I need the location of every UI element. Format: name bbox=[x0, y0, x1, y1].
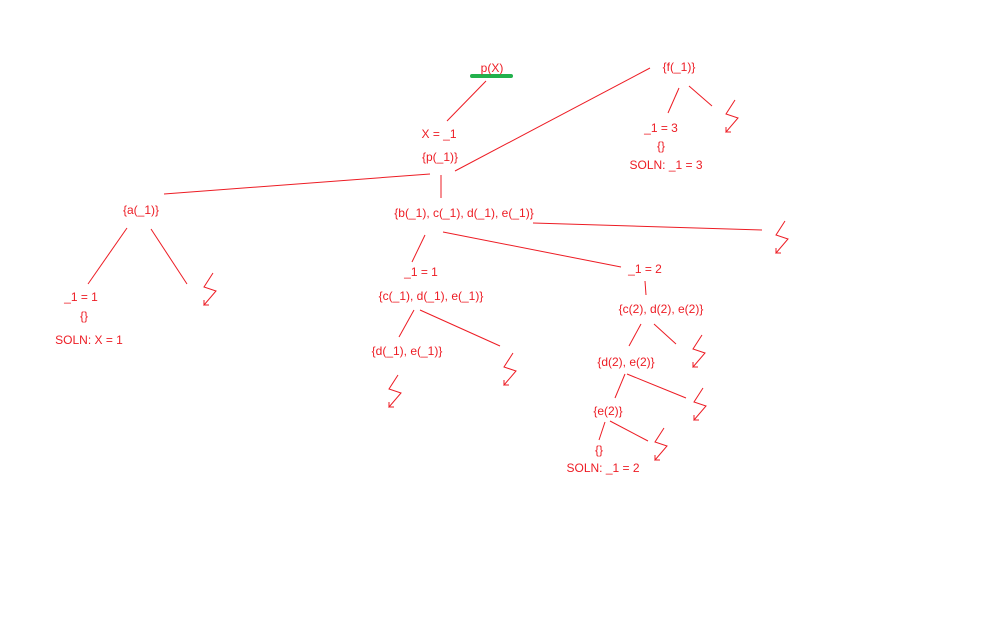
edge-p-f bbox=[454, 67, 651, 172]
edge-bcde-fail bbox=[532, 222, 763, 231]
solution-a: SOLN: X = 1 bbox=[55, 333, 123, 347]
fail-mark-bcde bbox=[774, 220, 789, 254]
edge-bind2-cde2 bbox=[644, 280, 647, 296]
edge-e2-fail bbox=[609, 420, 649, 442]
binding-x: X = _1 bbox=[421, 127, 457, 141]
solution-e: SOLN: _1 = 2 bbox=[566, 461, 640, 475]
solution-f: SOLN: _1 = 3 bbox=[629, 158, 703, 172]
binding-a: _1 = 1 bbox=[64, 290, 98, 304]
edge-bcde-bind1 bbox=[411, 234, 426, 263]
fail-mark-cde2 bbox=[691, 334, 706, 368]
binding-f: _1 = 3 bbox=[644, 121, 678, 135]
edge-a-fail bbox=[150, 228, 188, 285]
empty-goal-f: {} bbox=[656, 139, 666, 153]
fail-mark-e2 bbox=[653, 427, 668, 461]
binding-bcde-1: _1 = 1 bbox=[404, 265, 438, 279]
edge-root-xbind bbox=[446, 80, 487, 122]
empty-goal-e: {} bbox=[594, 443, 604, 457]
goal-p: {p(_1)} bbox=[421, 150, 459, 164]
fail-mark-de2 bbox=[692, 387, 707, 421]
goal-cde-2: {c(2), d(2), e(2)} bbox=[618, 302, 704, 316]
edge-f-bind bbox=[667, 87, 680, 114]
edge-e2-empty bbox=[598, 421, 606, 441]
goal-de-2: {d(2), e(2)} bbox=[597, 355, 655, 369]
goal-cde-1: {c(_1), d(_1), e(_1)} bbox=[378, 289, 484, 303]
goal-de-1: {d(_1), e(_1)} bbox=[371, 344, 443, 358]
fail-mark-a bbox=[202, 272, 217, 306]
edge-cde2-fail bbox=[653, 323, 677, 345]
edge-a-bind bbox=[87, 227, 128, 285]
edge-p-a bbox=[163, 173, 431, 195]
empty-goal-a: {} bbox=[79, 309, 89, 323]
edge-de2-e2 bbox=[614, 373, 626, 399]
edge-bcde-bind2 bbox=[442, 231, 622, 268]
fail-mark-f bbox=[724, 99, 739, 133]
goal-a: {a(_1)} bbox=[122, 203, 160, 217]
goal-e-2: {e(2)} bbox=[593, 404, 623, 418]
edge-f-fail bbox=[688, 85, 713, 107]
edge-cde2-de2 bbox=[628, 323, 642, 347]
goal-f: {f(_1)} bbox=[662, 60, 696, 74]
fail-mark-d1 bbox=[387, 374, 402, 408]
edge-cde1-de1 bbox=[398, 309, 415, 338]
binding-bcde-2: _1 = 2 bbox=[628, 262, 662, 276]
edge-de2-fail bbox=[626, 373, 687, 399]
edge-cde1-fail bbox=[419, 309, 501, 347]
goal-bcde: {b(_1), c(_1), d(_1), e(_1)} bbox=[394, 206, 534, 220]
root-goal: p(X) bbox=[480, 61, 504, 75]
fail-mark-cde1 bbox=[502, 352, 517, 386]
